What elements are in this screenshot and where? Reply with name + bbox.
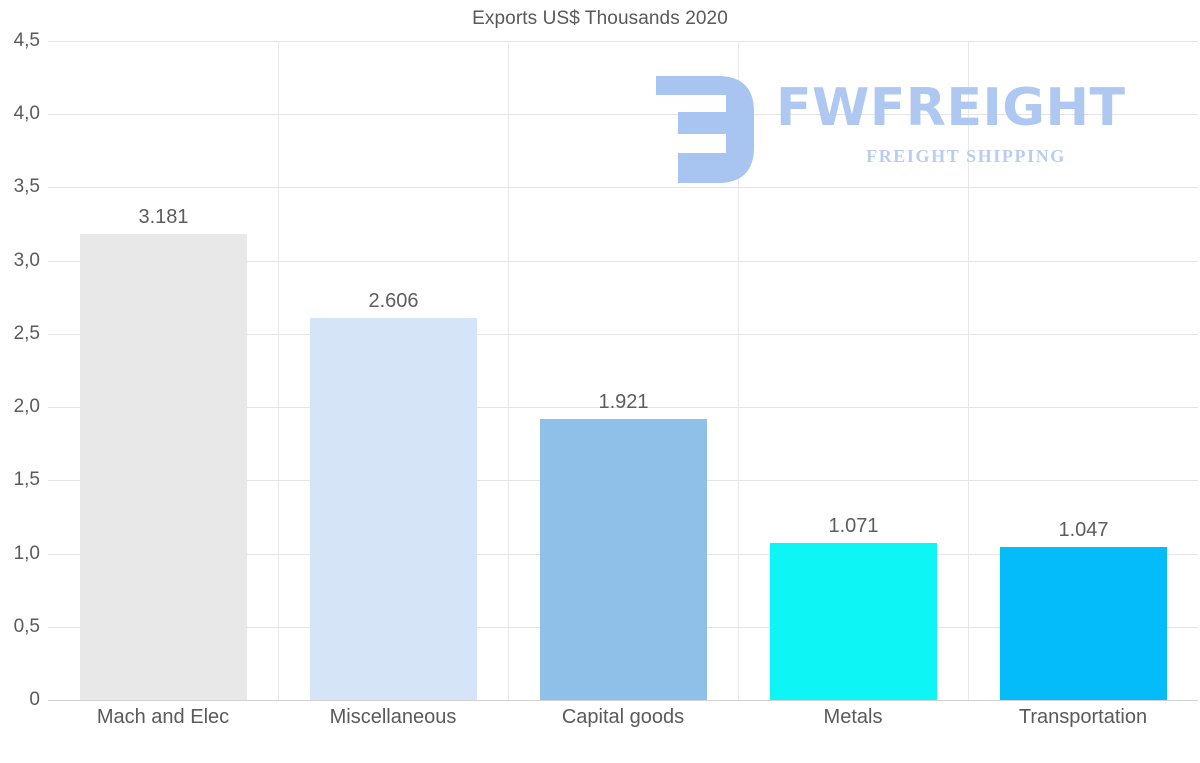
gridline-vertical [508,41,509,700]
chart-title: Exports US$ Thousands 2020 [472,8,728,29]
x-axis-category-label: Mach and Elec [96,706,230,728]
bar [540,418,707,700]
bars-layer: 3.181 2.606 1.921 1.071 1.047 [48,41,1198,700]
bar [310,318,477,700]
x-axis-category-label: Capital goods [561,706,685,728]
bar-value-label: 1.047 [1058,518,1109,541]
axis-baseline [48,700,1198,701]
y-axis-tick-label: 2,0 [13,396,40,418]
y-axis-tick-label: 4,5 [13,30,40,51]
gridline-vertical [278,41,279,700]
y-axis-tick-label: 1,0 [13,542,40,564]
y-axis-tick-label: 4,0 [13,103,40,125]
gridline-horizontal [48,333,1198,335]
gridline-vertical [738,41,739,700]
gridline-horizontal [48,114,1198,116]
bar-value-label: 2.606 [368,290,419,313]
gridline-horizontal [48,407,1198,409]
y-axis: 0 0,5 1,0 1,5 2,0 2,5 3,0 3,5 4,0 4,5 [0,30,40,710]
y-axis-tick-label: 3,5 [13,176,40,198]
gridline-horizontal [48,260,1198,262]
y-axis-tick-label: 2,5 [13,322,40,344]
x-axis-category-label: Metals [823,706,883,728]
bar-value-label: 1.071 [828,515,879,538]
x-axis-category-label: Transportation [1018,706,1148,728]
bar [80,234,247,700]
bar-value-label: 3.181 [138,206,189,229]
x-axis-category-label: Miscellaneous [329,706,457,728]
gridline-horizontal [48,41,1198,42]
bar [770,543,937,700]
bar [1000,546,1167,700]
y-axis-tick-label: 3,0 [13,249,40,271]
y-axis-tick-label: 1,5 [13,469,40,491]
bar-value-label: 1.921 [598,390,649,413]
y-axis-tick-label: 0 [29,689,40,710]
y-axis-tick-label: 0,5 [13,615,40,637]
gridline-vertical [968,41,969,700]
x-axis: Mach and Elec Miscellaneous Capital goods M… [48,706,1198,751]
gridline-horizontal [48,187,1198,189]
